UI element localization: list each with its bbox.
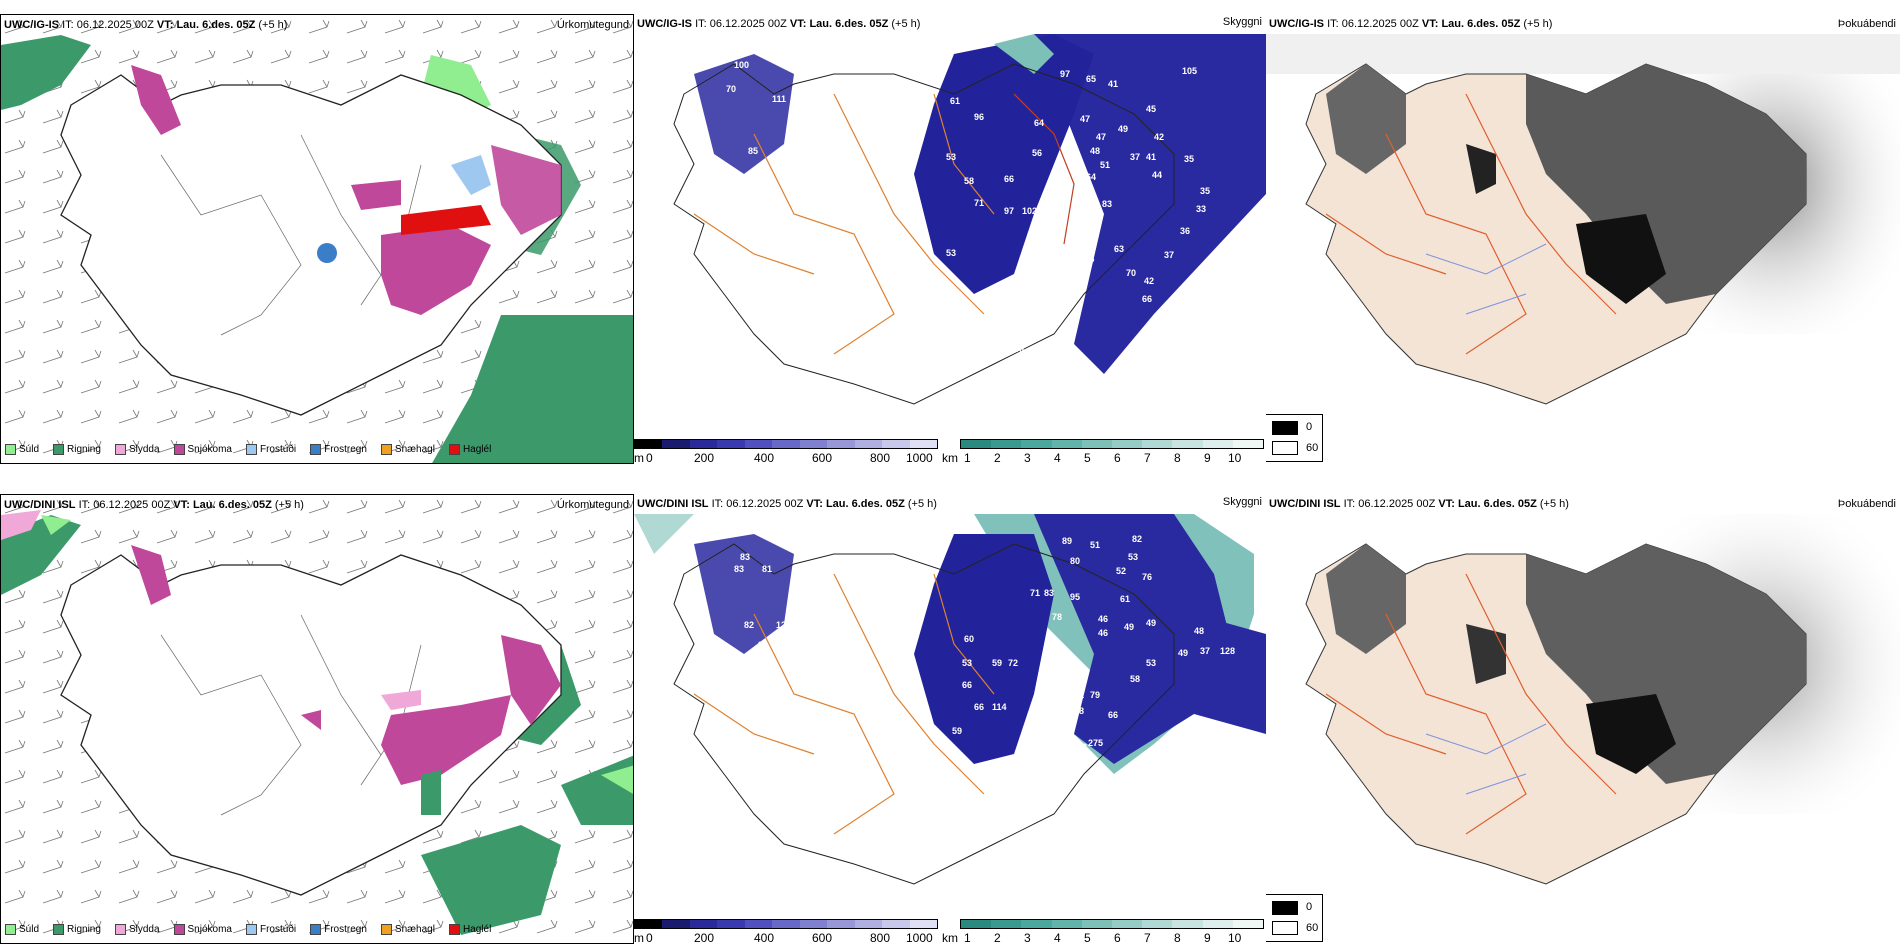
panel-title: Skyggni [1222, 16, 1262, 28]
legend-item: Súld [5, 924, 39, 935]
precip-type-panel-top: UWC/IG-IS IT: 06.12.2025 00Z VT: Lau. 6.… [0, 14, 634, 464]
panel-header: UWC/IG-IS IT: 06.12.2025 00Z VT: Lau. 6.… [4, 19, 288, 31]
panel-header: UWC/DINI ISL IT: 06.12.2025 00Z VT: Lau.… [637, 498, 937, 510]
visibility-colorbar [960, 439, 1264, 449]
fog-legend: 0 60 [1266, 894, 1323, 942]
panel-title: Þokuábendi [1837, 18, 1896, 30]
height-colorbar [634, 439, 938, 449]
visibility-map [673, 34, 1266, 405]
visibility-panel-bottom: UWC/DINI ISL IT: 06.12.2025 00Z VT: Lau.… [634, 494, 1266, 944]
legend-item: Snæhagl [380, 924, 435, 935]
legend-item: Haglél [448, 924, 491, 935]
visibility-panel-top: UWC/IG-IS IT: 06.12.2025 00Z VT: Lau. 6.… [634, 14, 1266, 464]
legend-item: Slydda [114, 924, 160, 935]
legend-item: Snæhagl [380, 444, 435, 455]
legend-item: Frostregn [310, 924, 367, 935]
legend-item: Snjókoma [173, 444, 232, 455]
legend-item: Snjókoma [173, 924, 232, 935]
precip-legend: Súld Rigning Slydda Snjókoma Frostúði Fr… [5, 924, 499, 935]
precip-legend: Súld Rigning Slydda Snjókoma Frostúði Fr… [5, 444, 499, 455]
precip-type-panel-bottom: UWC/DINI ISL IT: 06.12.2025 00Z VT: Lau.… [0, 494, 634, 944]
legend-item: Frostregn [310, 444, 367, 455]
legend-item: Súld [5, 444, 39, 455]
panel-title: Úrkomutegund [556, 19, 629, 31]
height-colorbar [634, 919, 938, 929]
panel-title: Skyggni [1222, 496, 1262, 508]
panel-header: UWC/IG-IS IT: 06.12.2025 00Z VT: Lau. 6.… [1269, 18, 1553, 30]
legend-item: Rigning [53, 444, 101, 455]
visibility-colorbar [960, 919, 1264, 929]
legend-item: Rigning [53, 924, 101, 935]
legend-item: Slydda [114, 444, 160, 455]
panel-header: UWC/DINI ISL IT: 06.12.2025 00Z VT: Lau.… [1269, 498, 1569, 510]
legend-item: Frostúði [245, 444, 296, 455]
panel-header: UWC/IG-IS IT: 06.12.2025 00Z VT: Lau. 6.… [637, 18, 921, 30]
fog-legend: 0 60 [1266, 414, 1323, 462]
fog-map [1266, 34, 1900, 405]
fog-map [1305, 514, 1900, 885]
fog-panel-bottom: UWC/DINI ISL IT: 06.12.2025 00Z VT: Lau.… [1266, 494, 1900, 944]
panel-title: Þokuábendi [1837, 498, 1896, 510]
precip-type-map [1, 15, 633, 463]
panel-title: Úrkomutegund [556, 499, 629, 511]
legend-item: Frostúði [245, 924, 296, 935]
visibility-map [634, 514, 1266, 885]
legend-item: Haglél [448, 444, 491, 455]
precip-type-map [1, 495, 633, 943]
panel-header: UWC/DINI ISL IT: 06.12.2025 00Z VT: Lau.… [4, 499, 304, 511]
fog-panel-top: UWC/IG-IS IT: 06.12.2025 00Z VT: Lau. 6.… [1266, 14, 1900, 464]
